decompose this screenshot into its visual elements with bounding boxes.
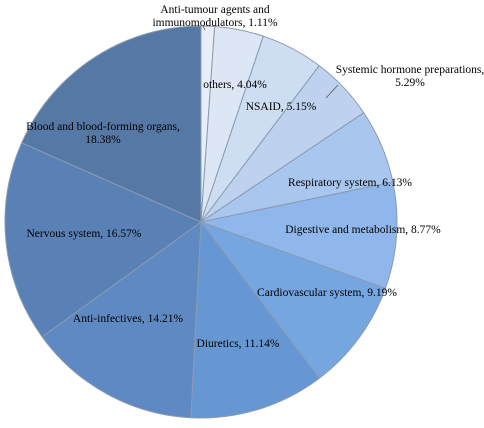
slice-label: NSAID, 5.15% [246,101,317,113]
labels-layer: Anti-tumour agents and immunomodulators, … [26,4,484,350]
slice-label: Blood and blood-forming organs, 18.38% [26,121,180,146]
slice-label: Respiratory system, 6.13% [288,177,412,189]
slice-label-line: Anti-tumour agents and [160,4,269,16]
slice-label-line: 18.38% [85,134,121,146]
pie-slice-digestive-and-metabolism [199,181,398,289]
slices-layer [4,25,398,419]
slice-label-line: Systemic hormone preparations, [336,64,484,76]
pie-slice-diuretics [190,220,320,419]
slice-label: Anti-tumour agents and immunomodulators, … [152,4,278,29]
leader-line [325,84,339,99]
slice-label: Digestive and metabolism, 8.77% [285,224,441,236]
pie-slice-nervous-system [4,142,202,338]
slice-label-line: Nervous system, 16.57% [27,228,142,240]
slice-label-line: Diuretics, 11.14% [197,338,280,350]
slice-label-line: Blood and blood-forming organs, [26,121,180,133]
leader-lines-layer [202,25,339,99]
pie-slice-blood-and-blood-forming-organs [21,25,202,223]
slice-label: Systemic hormone preparations, 5.29% [336,64,484,89]
pie-slice-cardiovascular-system [199,220,387,379]
slice-label-line: Anti-infectives, 14.21% [73,313,184,325]
slice-label-line: others, 4.04% [203,79,267,91]
leader-line [202,25,206,31]
slice-label: Nervous system, 16.57% [27,228,142,240]
slice-label-line: Digestive and metabolism, 8.77% [285,224,441,236]
slice-label: others, 4.04% [203,79,267,91]
slice-label: Anti-infectives, 14.21% [73,313,184,325]
pie-slice-anti-infectives [41,220,202,419]
slice-label-line: Respiratory system, 6.13% [288,177,412,189]
slice-label-line: NSAID, 5.15% [246,101,317,113]
slice-label-line: 5.29% [395,77,425,89]
slice-label-line: immunomodulators, 1.11% [152,17,278,29]
slice-label-line: Cardiovascular system, 9.19% [257,287,397,299]
slice-label: Diuretics, 11.14% [197,338,280,350]
slice-label: Cardiovascular system, 9.19% [257,287,397,299]
